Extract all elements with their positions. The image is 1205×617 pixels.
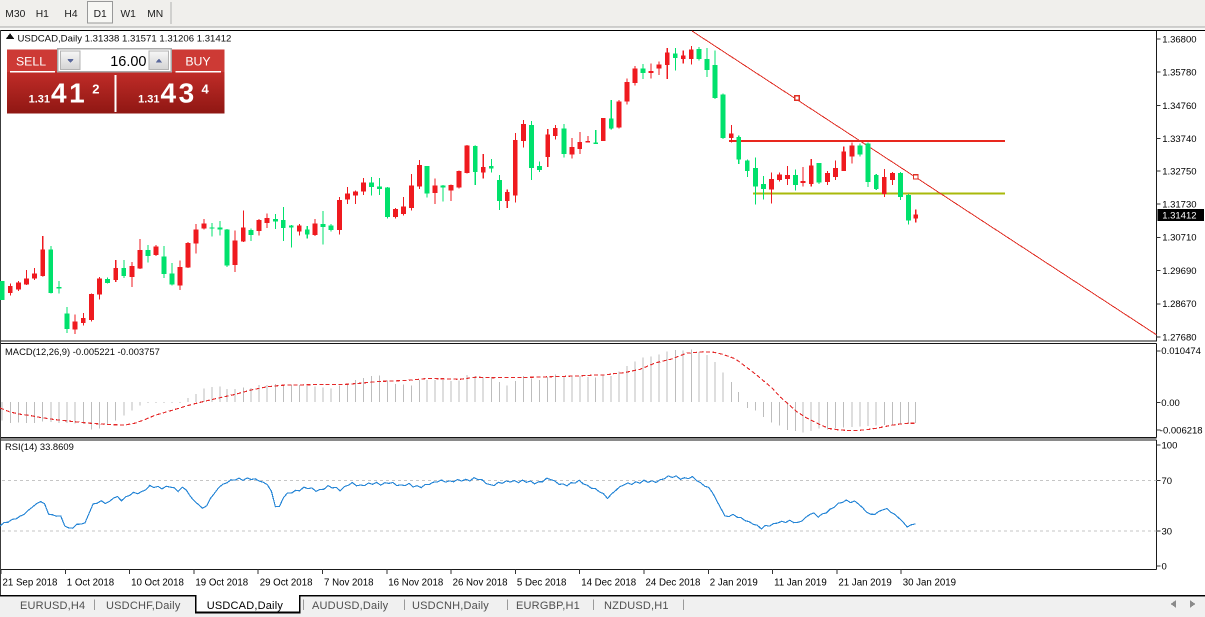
svg-text:SELL: SELL [16,55,46,69]
svg-text:EURUSD,H4: EURUSD,H4 [20,600,85,612]
svg-text:1.29690: 1.29690 [1162,266,1196,277]
svg-text:1.28670: 1.28670 [1162,299,1196,310]
svg-text:41: 41 [51,78,87,109]
svg-text:16.00: 16.00 [110,54,146,70]
svg-text:USDCNH,Daily: USDCNH,Daily [412,600,489,612]
svg-text:10 Oct 2018: 10 Oct 2018 [131,578,184,589]
svg-text:43: 43 [161,78,197,109]
svg-text:4: 4 [202,82,210,97]
svg-text:0.00: 0.00 [1161,398,1180,409]
svg-text:1.30710: 1.30710 [1162,233,1196,244]
svg-text:30 Jan 2019: 30 Jan 2019 [903,578,956,589]
svg-text:RSI(14) 33.8609: RSI(14) 33.8609 [5,441,74,452]
svg-text:2 Jan 2019: 2 Jan 2019 [710,578,758,589]
svg-text:2: 2 [92,82,99,97]
svg-text:AUDUSD,Daily: AUDUSD,Daily [312,600,389,612]
svg-text:W1: W1 [120,9,136,20]
svg-text:M30: M30 [5,9,25,20]
svg-text:-0.006218: -0.006218 [1160,426,1203,437]
svg-text:16 Nov 2018: 16 Nov 2018 [388,578,443,589]
svg-text:26 Nov 2018: 26 Nov 2018 [453,578,508,589]
svg-text:30: 30 [1162,526,1173,537]
svg-text:USDCAD,Daily: USDCAD,Daily [207,600,284,612]
svg-text:1.35780: 1.35780 [1162,68,1196,79]
svg-text:1.32750: 1.32750 [1162,166,1196,177]
svg-text:7 Nov 2018: 7 Nov 2018 [324,578,374,589]
svg-text:USDCHF,Daily: USDCHF,Daily [106,600,181,612]
svg-text:1 Oct 2018: 1 Oct 2018 [67,578,114,589]
svg-text:1.31412: 1.31412 [1162,210,1196,221]
svg-text:14 Dec 2018: 14 Dec 2018 [581,578,636,589]
svg-text:MACD(12,26,9) -0.005221 -0.003: MACD(12,26,9) -0.005221 -0.003757 [5,346,160,357]
svg-text:24 Dec 2018: 24 Dec 2018 [646,578,701,589]
svg-text:11 Jan 2019: 11 Jan 2019 [774,578,827,589]
svg-text:1.31730: 1.31730 [1162,200,1196,211]
svg-text:70: 70 [1162,476,1173,487]
svg-text:1.36800: 1.36800 [1162,34,1196,45]
svg-text:H1: H1 [36,9,49,20]
svg-text:NZDUSD,H1: NZDUSD,H1 [604,600,669,612]
svg-text:EURGBP,H1: EURGBP,H1 [516,600,580,612]
svg-text:D1: D1 [94,9,107,20]
svg-text:BUY: BUY [185,55,210,69]
svg-text:100: 100 [1162,441,1178,452]
svg-text:19 Oct 2018: 19 Oct 2018 [195,578,248,589]
svg-text:1.27680: 1.27680 [1162,333,1196,344]
svg-text:1.31: 1.31 [138,94,159,106]
svg-text:1.33740: 1.33740 [1162,134,1196,145]
svg-text:USDCAD,Daily 1.31338 1.31571: USDCAD,Daily 1.31338 1.31571 1.31206 1.3… [18,34,232,45]
svg-text:MN: MN [147,9,163,20]
svg-text:5 Dec 2018: 5 Dec 2018 [517,578,567,589]
svg-text:0.010474: 0.010474 [1161,346,1201,357]
svg-text:1.31: 1.31 [29,94,50,106]
svg-text:1.34760: 1.34760 [1162,101,1196,112]
svg-text:29 Oct 2018: 29 Oct 2018 [260,578,313,589]
svg-text:21 Sep 2018: 21 Sep 2018 [3,578,58,589]
svg-text:21 Jan 2019: 21 Jan 2019 [838,578,891,589]
svg-text:0: 0 [1162,562,1167,573]
svg-text:H4: H4 [64,9,77,20]
